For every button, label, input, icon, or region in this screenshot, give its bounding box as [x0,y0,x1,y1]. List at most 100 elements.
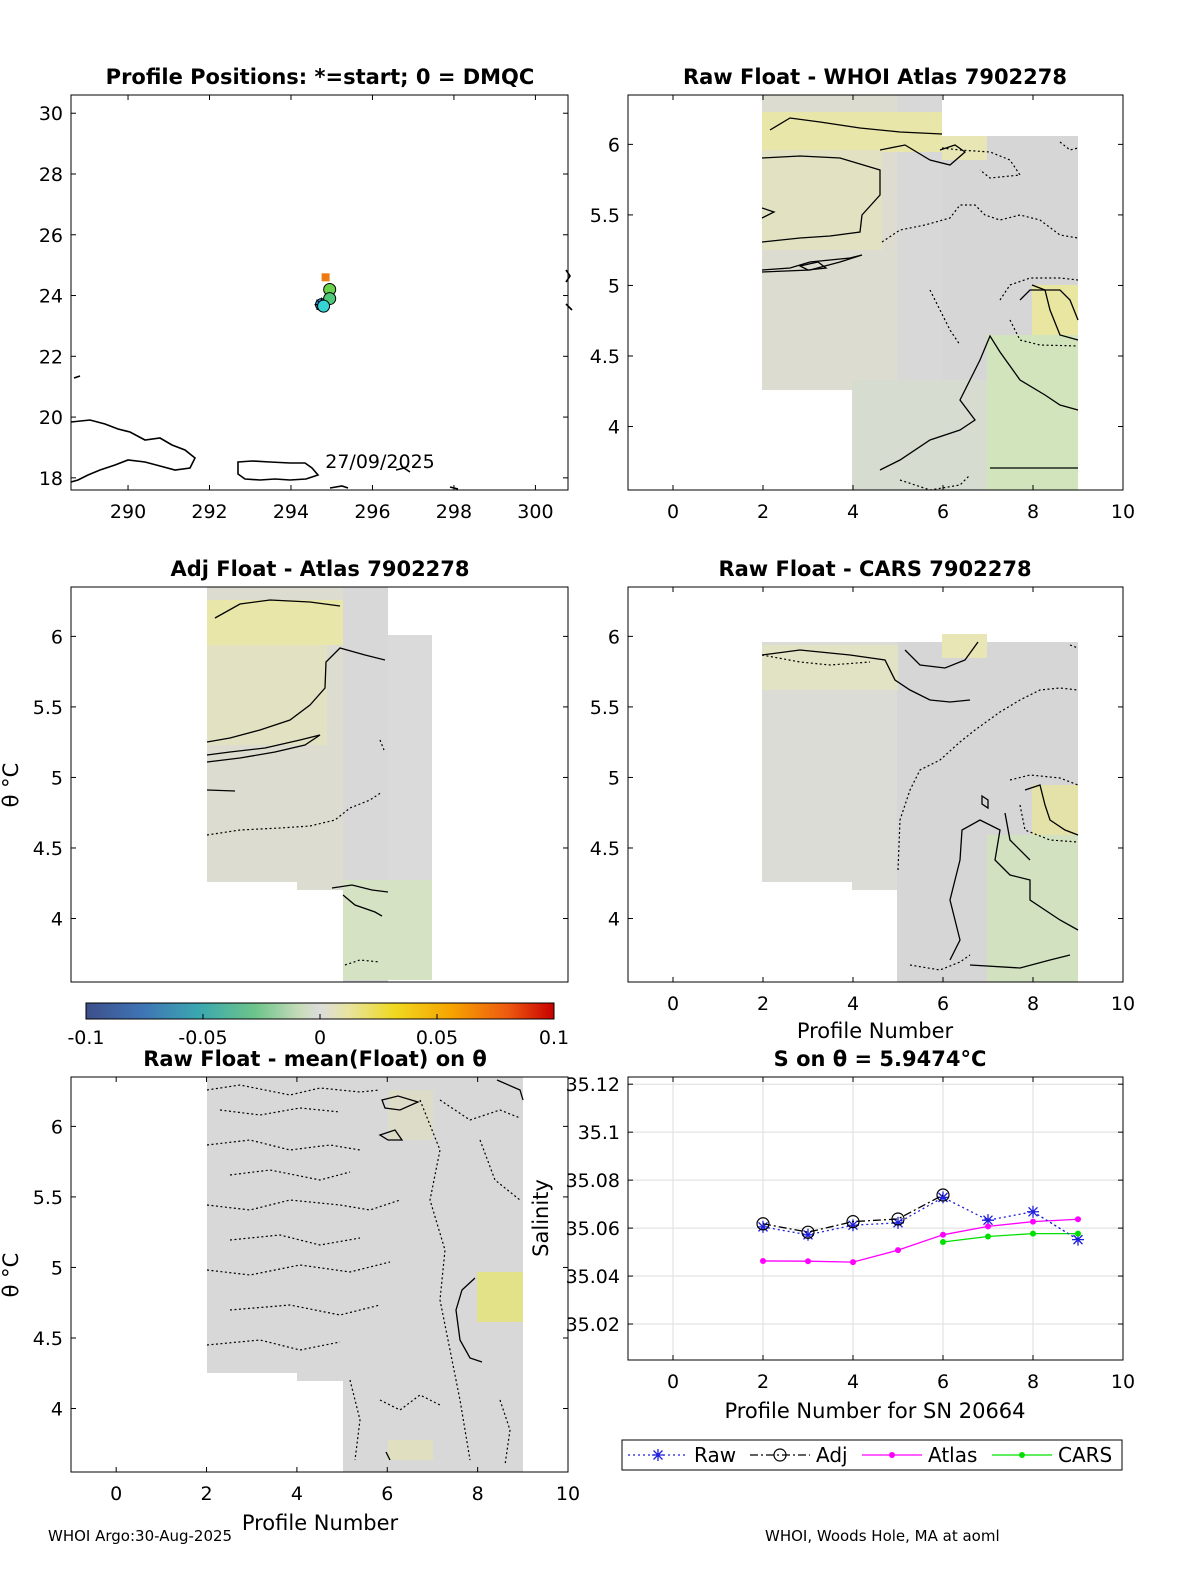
adj-atlas-ylabel: θ °C [0,763,23,808]
raw-mean-dotted-contours [206,1084,521,1466]
y-tick-label: 35.12 [566,1074,620,1096]
data-marker-dot [805,1258,811,1265]
salinity-legend: Raw Adj Atlas CARS [621,1439,1123,1471]
raw-mean-title: Raw Float - mean(Float) on θ [143,1047,487,1071]
profile-point [317,299,331,313]
colorbar-tick-label: 0 [314,1027,326,1049]
x-tick-label: 2 [200,1483,212,1505]
raw-cars-dotted-contours [761,644,1079,971]
x-tick-label: 0 [667,993,679,1015]
x-tick-label: 6 [937,501,949,523]
x-tick-label: 2 [757,993,769,1015]
y-tick-label: 6 [608,626,620,648]
data-marker-star [1027,1205,1039,1218]
adj-atlas-title: Adj Float - Atlas 7902278 [170,557,469,581]
salinity-title: S on θ = 5.9474°C [774,1047,987,1071]
y-tick-label: 4 [608,909,620,931]
map-title: Profile Positions: *=start; 0 = DMQC [106,65,535,89]
raw-cars-heatmap [762,634,1078,982]
y-tick-label: 5 [51,767,63,789]
map-axes-box [70,94,569,491]
x-tick-label: 10 [1111,993,1135,1015]
raw-atlas-title: Raw Float - WHOI Atlas 7902278 [683,65,1067,89]
x-tick-label: 8 [1027,501,1039,523]
y-tick-label: 4 [51,909,63,931]
x-tick-label: 10 [1111,1371,1135,1393]
y-tick-label: 35.06 [566,1218,620,1240]
x-tick-label: 8 [1027,1371,1039,1393]
legend-label-adj: Adj [816,1443,848,1467]
data-marker-circle [801,1225,815,1239]
y-tick-label: 5.5 [590,205,620,227]
colorbar: -0.1 -0.05 0 0.05 0.1 [67,1002,569,1049]
y-tick-label: 4.5 [590,838,620,860]
y-tick-label: 5 [608,767,620,789]
x-tick-label: 300 [517,501,553,523]
salinity-axes-box [627,1076,1124,1361]
raw-atlas-dotted-contours [881,141,1079,491]
salinity-tick-labels: 0 2 4 6 8 10 35.02 35.04 35.06 35.08 35.1 35.12 [566,1074,1136,1393]
x-tick-label: 2 [757,1371,769,1393]
panel-adj-atlas: Adj Float - Atlas 7902278 44.555.56 θ ° [0,557,569,983]
data-marker-dot [760,1257,766,1264]
y-tick-label: 4.5 [590,346,620,368]
panel-raw-cars: Raw Float - CARS 7902278 [590,557,1135,1043]
adj-atlas-dotted-contours [206,739,385,966]
y-tick-label: 4.5 [33,838,63,860]
raw-mean-xlabel: Profile Number [242,1511,399,1535]
y-tick-label: 18 [39,468,63,490]
x-tick-label: 4 [291,1483,303,1505]
raw-mean-contours [378,1079,524,1461]
x-tick-label: 8 [1027,993,1039,1015]
data-marker-circle [846,1215,860,1229]
panel-profile-positions: Profile Positions: *=start; 0 = DMQC 290… [39,65,573,523]
x-tick-label: 10 [1111,501,1135,523]
y-tick-label: 35.08 [566,1170,620,1192]
x-tick-label: 6 [937,1371,949,1393]
panel-salinity: S on θ = 5.9474°C 0 2 4 6 8 10 35.02 35.04 35.06… [529,1047,1136,1471]
data-marker-star [652,1449,664,1461]
data-marker-circle [756,1217,770,1231]
y-tick-label: 6 [51,626,63,648]
data-marker-dot [985,1233,991,1240]
y-tick-label: 35.02 [566,1314,620,1336]
x-tick-label: 6 [937,993,949,1015]
adj-atlas-heatmap [207,587,432,982]
data-marker-dot [1019,1452,1025,1458]
x-tick-label: 4 [847,993,859,1015]
profile-point-last [321,273,330,282]
data-marker-dot [1075,1216,1081,1223]
data-marker-dot [850,1259,856,1266]
x-tick-label: 290 [110,501,146,523]
x-tick-label: 298 [436,501,472,523]
data-marker-dot [1075,1230,1081,1237]
y-tick-label: 5.5 [33,1187,63,1209]
panel-raw-atlas: Raw Float - WHOI Atlas 7902278 [590,65,1135,523]
raw-atlas-contours [761,117,1079,471]
colorbar-tick-labels: -0.1 -0.05 0 0.05 0.1 [67,1014,569,1049]
raw-cars-tick-labels: 0 2 4 6 8 10 4 4.5 5 5.5 6 [590,587,1135,1015]
data-marker-dot [889,1452,895,1458]
y-tick-label: 28 [39,164,63,186]
x-tick-label: 294 [273,501,309,523]
raw-cars-xlabel: Profile Number [797,1019,954,1043]
raw-cars-title: Raw Float - CARS 7902278 [718,557,1031,581]
data-marker-star [802,1228,814,1241]
y-tick-label: 26 [39,225,63,247]
map-date-annotation: 27/09/2025 [325,451,435,473]
salinity-ylabel: Salinity [529,1179,553,1257]
raw-cars-contours [761,641,1079,969]
x-tick-label: 4 [847,501,859,523]
y-tick-label: 35.04 [566,1266,620,1288]
x-tick-label: 296 [354,501,390,523]
series-line-adj [762,1194,944,1233]
x-tick-label: 2 [757,501,769,523]
y-tick-label: 6 [51,1116,63,1138]
data-marker-circle [891,1212,905,1226]
footer-right: WHOI, Woods Hole, MA at aoml [765,1527,1000,1545]
data-marker-dot [895,1247,901,1254]
raw-atlas-axes-box [627,94,1124,491]
data-marker-star [757,1220,769,1233]
y-tick-label: 5 [51,1257,63,1279]
y-tick-label: 4 [51,1399,63,1421]
